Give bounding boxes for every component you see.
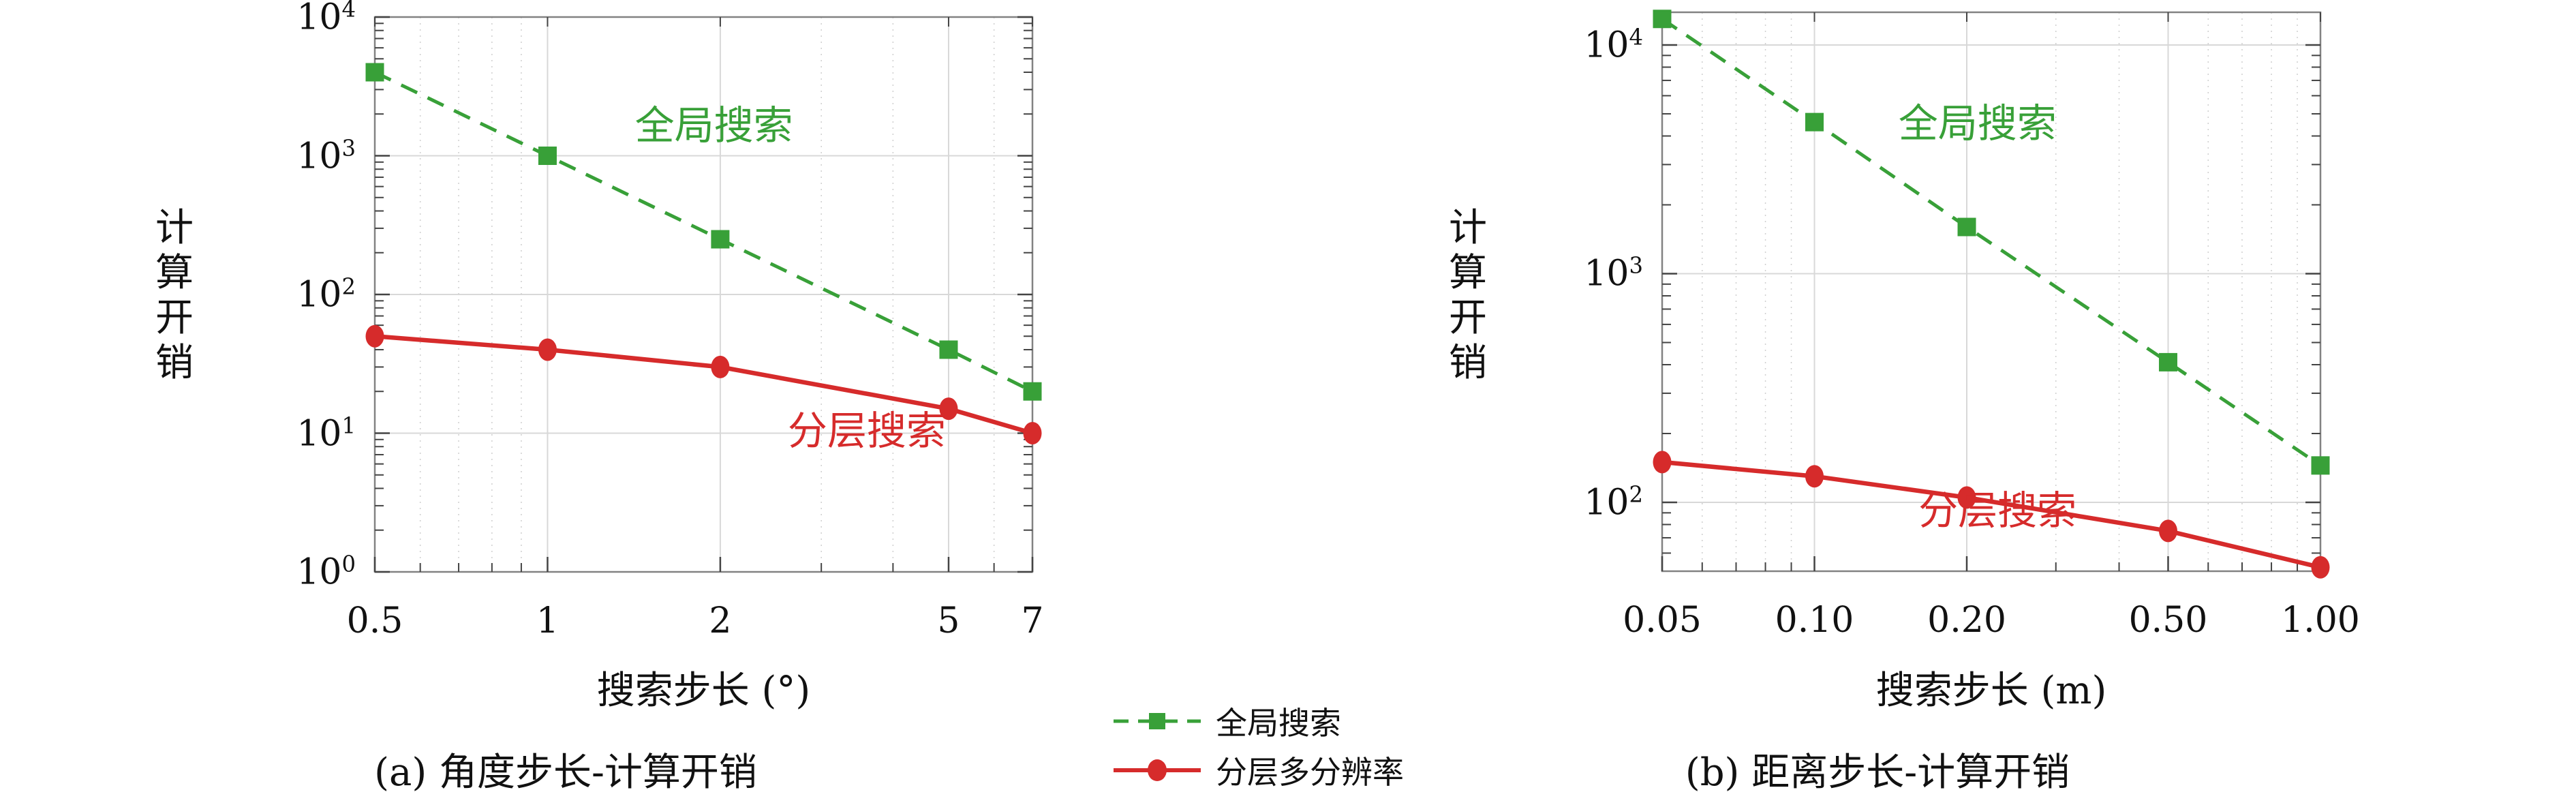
data-point-hier	[1957, 486, 1976, 509]
data-point-hier	[711, 355, 730, 378]
data-point-hier	[2311, 556, 2330, 579]
legend-item-hier-multires: 分层多分辨率	[1112, 746, 1404, 795]
legend-label-hier-multires: 分层多分辨率	[1216, 754, 1404, 791]
series-line-hier	[1661, 459, 2321, 570]
data-point-global	[1805, 112, 1824, 132]
data-point-global	[1653, 10, 1672, 29]
data-point-hier	[365, 324, 384, 348]
data-point-hier	[939, 397, 958, 421]
data-point-hier	[2158, 519, 2177, 543]
x-axis-label: 搜索步长 (°)	[596, 669, 811, 713]
subfigure-caption-b: (b) 距离步长-计算开销	[1685, 750, 2070, 795]
y-axis-label: 计算开销	[1449, 206, 1487, 385]
data-point-global	[1957, 217, 1976, 237]
data-point-hier	[1653, 451, 1672, 474]
legend: 全局搜索 分层多分辨率	[1112, 697, 1404, 795]
data-point-global	[2311, 456, 2330, 475]
data-point-global	[365, 63, 384, 82]
data-point-hier	[1805, 465, 1824, 488]
series-line-hier	[374, 334, 1033, 436]
data-point-global	[939, 340, 958, 359]
data-point-global	[711, 230, 730, 249]
legend-swatch-dashed-square-icon	[1114, 713, 1201, 729]
subfigure-caption-a: (a) 角度步长-计算开销	[374, 750, 757, 795]
legend-label-global-search: 全局搜索	[1216, 705, 1341, 742]
data-point-global	[2158, 352, 2177, 371]
data-point-global	[538, 147, 557, 165]
y-axis-label: 计算开销	[155, 206, 194, 385]
data-point-hier	[538, 338, 557, 361]
legend-item-global-search: 全局搜索	[1112, 697, 1404, 746]
series-line-global	[1661, 17, 2322, 467]
legend-swatch-solid-circle-icon	[1114, 759, 1201, 781]
data-point-global	[1023, 382, 1042, 401]
x-axis-label: 搜索步长 (m)	[1875, 669, 2107, 713]
plot-frame	[1661, 11, 2322, 573]
data-point-hier	[1023, 422, 1042, 444]
